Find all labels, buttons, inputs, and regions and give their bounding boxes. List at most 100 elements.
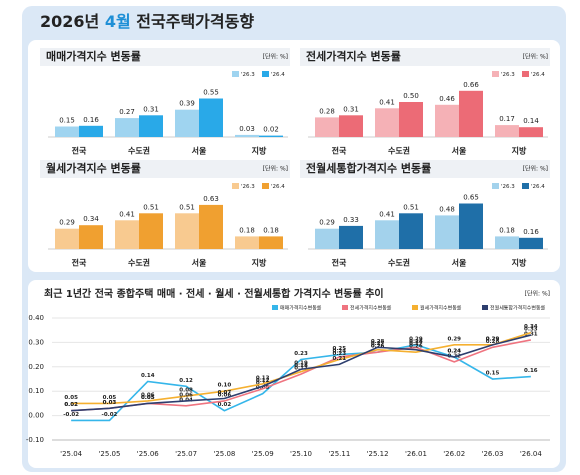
x-tick-label: '25.12 xyxy=(367,450,389,458)
x-tick-label: '25.08 xyxy=(213,450,235,458)
value-label: 0.51 xyxy=(143,203,159,211)
value-label: 0.16 xyxy=(83,116,99,124)
legend-swatch xyxy=(522,71,529,77)
panel-header xyxy=(40,48,290,66)
value-label: 0.63 xyxy=(203,195,219,203)
bar xyxy=(339,115,363,137)
bar xyxy=(115,220,139,249)
bar xyxy=(519,127,543,137)
value-label: 0.65 xyxy=(463,194,479,202)
legend-swatch xyxy=(232,183,239,189)
y-tick-label: 0.00 xyxy=(28,412,44,420)
x-tick-label: '25.09 xyxy=(252,450,274,458)
bar xyxy=(55,126,79,137)
value-label: 0.02 xyxy=(64,402,78,408)
value-label: -0.02 xyxy=(102,412,118,418)
bar xyxy=(199,98,223,137)
value-label: 0.19 xyxy=(294,361,308,367)
bar xyxy=(495,125,519,137)
legend-label: '26.4 xyxy=(531,72,545,78)
value-label: 0.14 xyxy=(523,117,539,125)
x-tick-label: '26.03 xyxy=(482,450,504,458)
value-label: 0.46 xyxy=(439,95,455,103)
value-label: 0.05 xyxy=(141,395,155,401)
category-label: 수도권 xyxy=(388,146,410,156)
value-label: 0.28 xyxy=(319,107,335,115)
x-tick-label: '25.11 xyxy=(328,450,350,458)
category-label: 지방 xyxy=(252,146,267,156)
legend-swatch xyxy=(492,183,499,189)
bar xyxy=(235,236,259,249)
bar xyxy=(399,102,423,137)
value-label: 0.41 xyxy=(379,210,395,218)
value-label: 0.18 xyxy=(294,363,308,369)
x-tick-label: '25.07 xyxy=(175,450,197,458)
category-label: 수도권 xyxy=(388,258,410,268)
unit-label: [단위: %] xyxy=(263,165,288,173)
value-label: 0.02 xyxy=(218,402,232,408)
legend-swatch xyxy=(342,305,348,310)
value-label: 0.03 xyxy=(239,125,255,133)
bar xyxy=(175,109,199,137)
value-label: 0.66 xyxy=(463,81,479,89)
value-label: 0.41 xyxy=(119,210,135,218)
value-label: 0.27 xyxy=(119,108,135,116)
value-label: 0.25 xyxy=(333,346,347,352)
category-label: 전국 xyxy=(72,146,87,156)
legend-label: '26.4 xyxy=(531,184,545,190)
bar xyxy=(435,215,459,249)
legend-label: '26.4 xyxy=(271,72,285,78)
category-label: 수도권 xyxy=(128,258,150,268)
bar xyxy=(79,125,103,137)
legend-label: '26.3 xyxy=(241,72,255,78)
value-label: 0.29 xyxy=(486,336,500,342)
value-label: 0.24 xyxy=(333,349,347,355)
value-label: 0.18 xyxy=(239,226,255,234)
legend-label: '26.3 xyxy=(501,184,515,190)
title-text: 전국주택가격동향 xyxy=(136,12,254,31)
value-label: 0.12 xyxy=(256,378,270,384)
x-tick-label: '25.05 xyxy=(98,450,120,458)
value-label: 0.27 xyxy=(409,341,423,347)
category-label: 전국 xyxy=(332,146,347,156)
value-label: 0.24 xyxy=(447,349,461,355)
title-month: 4월 xyxy=(105,12,131,31)
value-label: 0.15 xyxy=(486,371,500,377)
panel-title: 매매가격지수 변동률 xyxy=(46,49,141,63)
bar xyxy=(55,228,79,249)
value-label: 0.03 xyxy=(103,400,117,406)
legend-swatch xyxy=(262,71,269,77)
value-label: 0.02 xyxy=(263,126,279,134)
value-label: 0.05 xyxy=(64,395,78,401)
value-label: 0.13 xyxy=(256,375,270,381)
value-label: 0.33 xyxy=(524,327,538,333)
y-tick-label: 0.40 xyxy=(28,314,44,322)
value-label: 0.29 xyxy=(409,336,423,342)
category-label: 지방 xyxy=(512,258,527,268)
legend-swatch xyxy=(482,305,488,310)
unit-label: [단위: %] xyxy=(523,53,548,61)
value-label: 0.31 xyxy=(143,105,159,113)
x-tick-label: '26.04 xyxy=(520,450,543,458)
value-label: 0.28 xyxy=(486,339,500,345)
value-label: 0.29 xyxy=(319,219,335,227)
category-label: 지방 xyxy=(252,258,267,268)
value-label: 0.24 xyxy=(447,349,461,355)
legend-swatch xyxy=(412,305,418,310)
unit-label: [단위: %] xyxy=(523,165,548,173)
x-tick-label: '26.02 xyxy=(443,450,465,458)
value-label: 0.33 xyxy=(343,216,359,224)
unit-label: [단위: %] xyxy=(263,53,288,61)
bar xyxy=(259,135,283,137)
value-label: 0.05 xyxy=(141,395,155,401)
bar xyxy=(115,118,139,137)
bar xyxy=(339,225,363,249)
value-label: 0.51 xyxy=(179,203,195,211)
category-label: 전국 xyxy=(332,258,347,268)
y-tick-label: 0.10 xyxy=(28,387,44,395)
value-label: 0.10 xyxy=(218,383,232,389)
category-label: 서울 xyxy=(452,146,467,156)
legend-label: '26.3 xyxy=(501,72,515,78)
panel-header xyxy=(300,48,550,66)
value-label: 0.05 xyxy=(103,395,117,401)
